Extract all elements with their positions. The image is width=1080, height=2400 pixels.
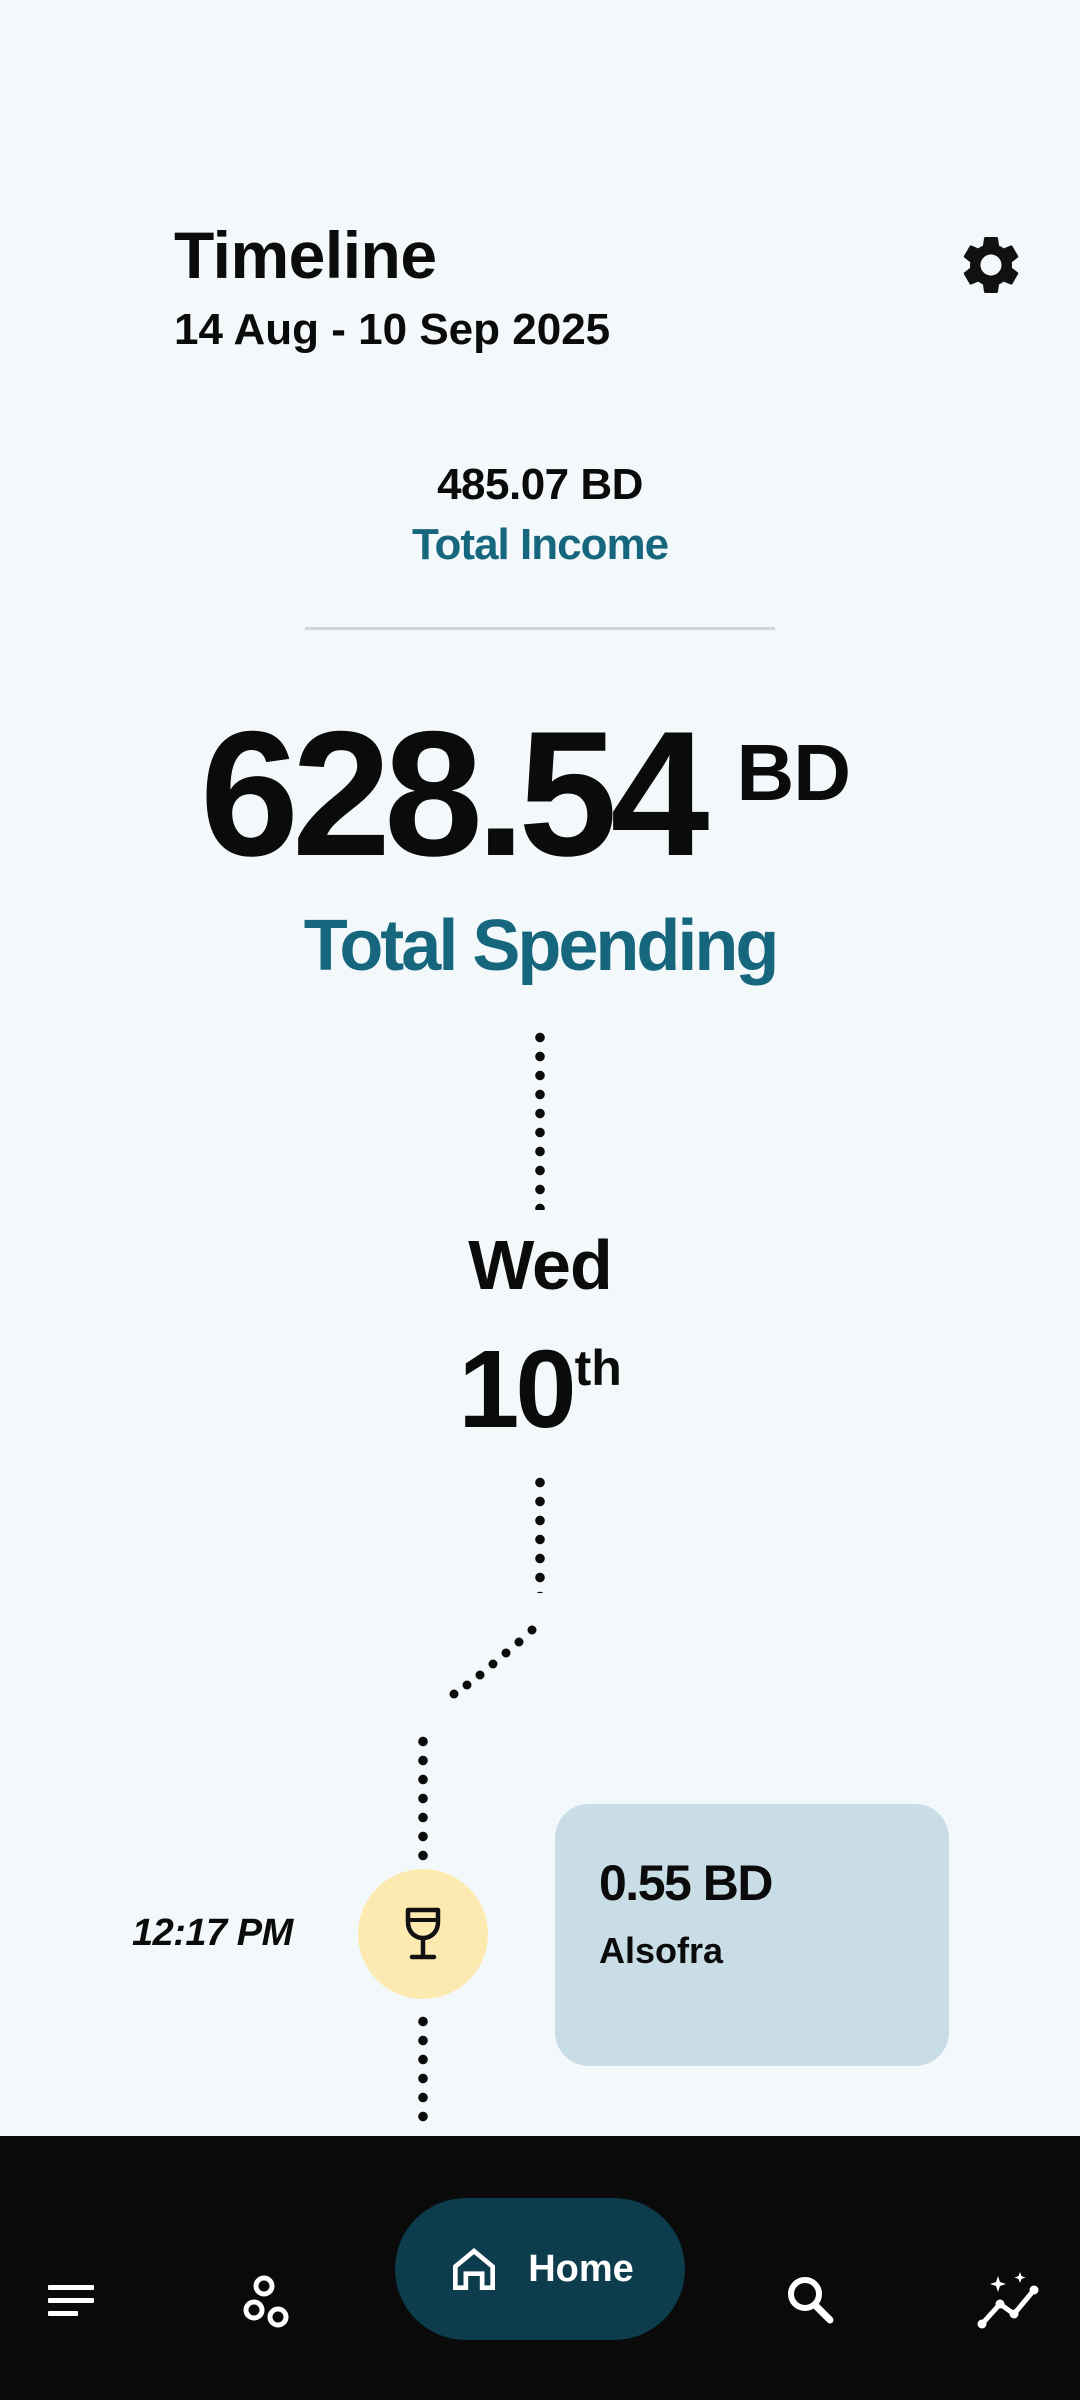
timeline-connector-diagonal <box>449 1625 537 1699</box>
menu-icon[interactable] <box>36 2266 106 2336</box>
wine-glass-icon <box>405 1907 441 1960</box>
transaction-merchant: Alsofra <box>599 1930 724 1971</box>
bottom-nav: Home <box>0 2136 1080 2400</box>
timeline-connector <box>418 2012 428 2130</box>
date-range[interactable]: 14 Aug - 10 Sep 2025 <box>174 305 611 354</box>
transaction-amount: 0.55 BD <box>599 1855 773 1911</box>
page-header: Timeline 14 Aug - 10 Sep 2025 <box>174 222 610 352</box>
search-icon[interactable] <box>776 2266 846 2336</box>
total-spending: 628.54 BD <box>0 705 1080 883</box>
nav-home-button[interactable]: Home <box>395 2198 685 2340</box>
nav-home-label: Home <box>528 2247 634 2290</box>
transaction-card[interactable]: 0.55 BD Alsofra <box>555 1804 949 2066</box>
day-date: 10 th <box>0 1335 1080 1445</box>
insights-icon[interactable] <box>974 2266 1044 2336</box>
total-income-label: Total Income <box>411 520 669 569</box>
timeline-connector <box>535 1028 545 1210</box>
total-spending-amount: 628.54 <box>200 694 709 893</box>
day-number: 10 <box>458 1328 576 1451</box>
category-badge <box>358 1869 488 1999</box>
total-spending-label: Total Spending <box>303 906 780 986</box>
total-income-amount: 485.07 BD <box>437 460 643 509</box>
day-name: Wed <box>468 1226 613 1304</box>
page-title: Timeline <box>174 218 437 292</box>
divider <box>305 627 775 630</box>
gear-icon[interactable] <box>956 230 1026 300</box>
day-suffix: th <box>574 1340 622 1396</box>
entry-time: 12:17 PM <box>132 1912 293 1954</box>
categories-icon[interactable] <box>232 2266 302 2336</box>
timeline-connector <box>418 1732 428 1862</box>
home-icon <box>453 2248 496 2290</box>
total-spending-currency: BD <box>736 728 851 817</box>
timeline-connector <box>535 1473 545 1593</box>
